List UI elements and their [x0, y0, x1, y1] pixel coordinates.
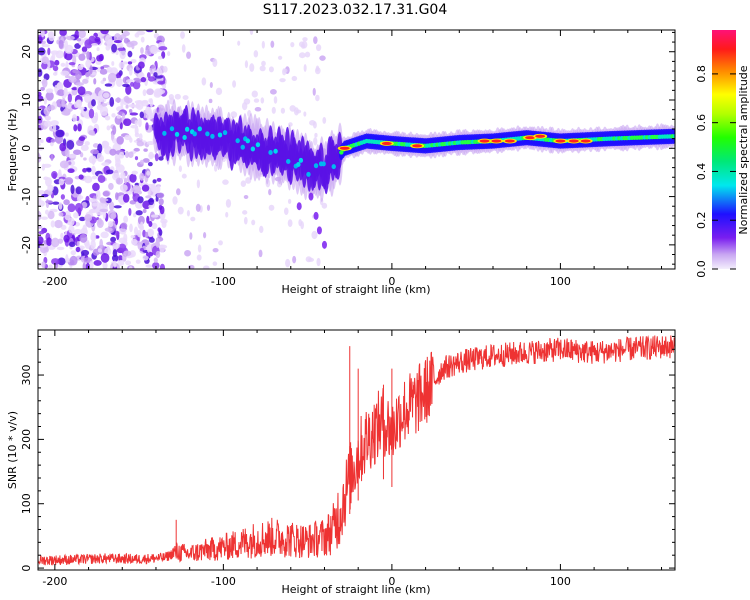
snr-plot: -200 -100 0 100 0 100 200 300 Height of straigh… [6, 329, 676, 596]
snr-y-axis-label: SNR (10 * v/v) [6, 411, 19, 489]
spectrogram-y-axis-label: Frequency (Hz) [6, 109, 19, 192]
colorbar-label: Normalized spectral amplitude [737, 65, 750, 234]
snr-series-line [38, 335, 675, 566]
colorbar-tick-label: 0.2 [695, 211, 708, 229]
snr-x-tick-label: 0 [388, 575, 395, 588]
snr-y-tick-label: 100 [20, 493, 33, 514]
snr-y-tick-label: 300 [20, 365, 33, 386]
spectrogram-x-tick-label: -200 [42, 275, 67, 288]
spectrogram-x-tick-label: 100 [550, 275, 571, 288]
spectrogram-y-tick-label: 20 [20, 45, 33, 59]
spectrogram-x-axis-label: Height of straight line (km) [281, 283, 430, 296]
snr-x-tick-label: -100 [211, 575, 236, 588]
spectrogram-frame [37, 29, 676, 270]
colorbar-tick-label: 0.0 [695, 260, 708, 278]
figure-title: S117.2023.032.17.31.G04 [263, 2, 448, 18]
spectrogram-y-tick-label: -10 [20, 188, 33, 206]
snr-x-tick-label: -200 [42, 575, 67, 588]
spectrogram-y-tick-label: 0 [20, 145, 33, 152]
snr-y-tick-label: 200 [20, 429, 33, 450]
colorbar-tick-label: 0.4 [695, 163, 708, 181]
snr-x-tick-label: 100 [550, 575, 571, 588]
spectrogram-y-tick-label: 10 [20, 93, 33, 107]
colorbar-tick-label: 0.6 [695, 114, 708, 131]
spectrogram-x-tick-label: -100 [211, 275, 236, 288]
colorbar-tick-label: 0.8 [695, 65, 708, 83]
colorbar: 0.0 0.2 0.4 0.6 0.8 Normalized spectral ampl… [695, 30, 750, 278]
snr-x-axis-label: Height of straight line (km) [281, 583, 430, 596]
colorbar-gradient [712, 30, 736, 269]
spectrogram-y-tick-label: -20 [20, 236, 33, 254]
snr-y-tick-label: 0 [20, 565, 33, 572]
snr-frame [37, 329, 676, 571]
spectrogram-x-tick-label: 0 [388, 275, 395, 288]
